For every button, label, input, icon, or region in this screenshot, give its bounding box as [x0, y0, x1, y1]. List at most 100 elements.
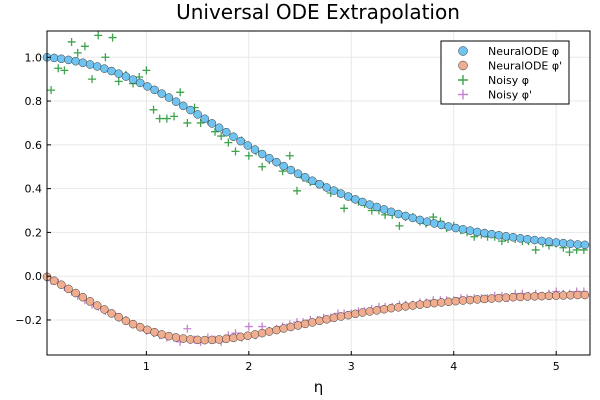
data-point	[121, 316, 131, 326]
data-point	[573, 290, 582, 300]
data-point	[473, 227, 482, 237]
legend-marker	[458, 46, 468, 56]
data-point	[322, 315, 331, 324]
axis-ticks: 1 2 3 4 5 −0.2 0.0 0.2 0.4 0.6 0.8 1.0	[15, 51, 559, 373]
data-point	[170, 112, 179, 121]
data-point	[501, 232, 511, 241]
data-point	[176, 88, 185, 97]
data-point	[565, 248, 574, 257]
data-point	[250, 330, 260, 339]
data-point	[292, 186, 301, 195]
data-point	[128, 75, 138, 84]
data-point	[64, 55, 73, 65]
data-point	[171, 333, 181, 342]
data-point	[142, 66, 151, 75]
legend-label: Noisy φ	[488, 74, 529, 87]
data-point	[64, 284, 73, 294]
data-point	[351, 195, 360, 204]
data-point	[437, 220, 446, 230]
data-point	[207, 335, 217, 345]
data-point	[329, 313, 339, 323]
data-point	[508, 232, 518, 242]
data-point	[222, 127, 231, 137]
data-point	[365, 307, 374, 316]
data-point	[193, 110, 202, 119]
data-point	[88, 75, 97, 84]
data-point	[473, 295, 482, 304]
data-point	[537, 236, 547, 246]
data-point	[162, 114, 171, 123]
data-point	[395, 221, 404, 230]
data-point	[164, 93, 174, 102]
data-point	[415, 215, 425, 225]
data-point	[401, 211, 410, 221]
data-point	[351, 309, 360, 319]
data-point	[244, 151, 253, 160]
data-point	[559, 291, 568, 300]
data-point	[49, 53, 59, 63]
data-point	[394, 303, 403, 312]
data-point	[243, 141, 253, 150]
data-point	[365, 200, 374, 209]
data-point	[54, 64, 63, 73]
y-tick-label: 0.6	[25, 139, 43, 152]
data-point	[580, 240, 590, 250]
data-point	[171, 97, 181, 106]
data-point	[358, 308, 367, 317]
data-point	[71, 56, 80, 66]
data-point	[121, 72, 131, 81]
data-point	[114, 69, 123, 78]
data-point	[128, 319, 138, 329]
data-point	[183, 118, 192, 127]
data-point	[107, 309, 116, 318]
series-3	[47, 276, 588, 346]
data-point	[372, 306, 382, 315]
data-point	[250, 145, 260, 154]
data-point	[236, 332, 245, 342]
data-point	[531, 245, 540, 254]
data-point	[257, 149, 267, 159]
data-point	[85, 297, 95, 306]
data-point	[386, 207, 396, 217]
data-point	[179, 334, 188, 343]
data-point	[78, 58, 88, 67]
data-point	[100, 305, 109, 314]
data-point	[272, 325, 281, 335]
legend-label: NeuralODE φ'	[488, 60, 562, 73]
data-point	[308, 318, 317, 327]
data-point	[94, 31, 103, 40]
data-point	[196, 118, 205, 127]
data-point	[57, 54, 66, 64]
data-point	[258, 162, 267, 171]
data-point	[257, 328, 267, 338]
data-point	[458, 296, 468, 305]
data-point	[135, 78, 145, 88]
data-point	[143, 325, 152, 335]
data-point	[465, 295, 475, 305]
data-point	[157, 330, 166, 339]
y-tick-label: 0.2	[25, 226, 43, 239]
data-point	[444, 222, 453, 231]
data-point	[580, 290, 590, 300]
data-point	[186, 335, 195, 344]
data-point	[530, 235, 539, 245]
data-point	[559, 238, 568, 248]
data-point	[551, 291, 561, 300]
data-point	[114, 312, 123, 322]
data-point	[57, 280, 66, 289]
data-point	[186, 105, 195, 115]
data-point	[315, 179, 324, 189]
data-point	[566, 290, 575, 300]
data-point	[92, 62, 102, 71]
data-point	[487, 294, 496, 303]
data-point	[300, 319, 310, 329]
data-point	[217, 132, 226, 141]
data-point	[494, 293, 504, 303]
data-point	[193, 335, 202, 345]
data-point	[229, 132, 238, 141]
x-tick-label: 4	[450, 360, 457, 373]
data-point	[286, 165, 296, 175]
data-point	[279, 161, 288, 171]
data-point	[408, 301, 418, 310]
legend-label: Noisy φ'	[488, 89, 532, 102]
